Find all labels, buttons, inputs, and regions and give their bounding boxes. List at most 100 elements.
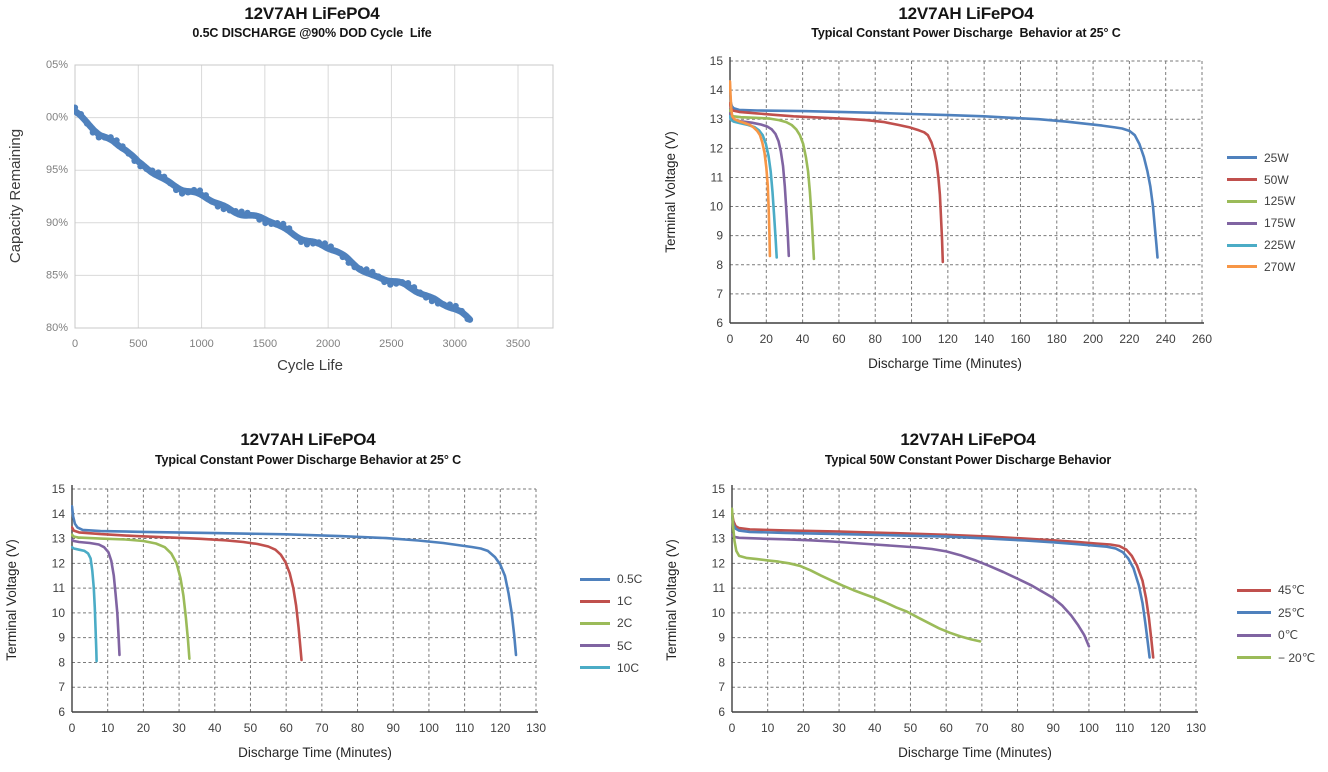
x-tick-label: 1000 xyxy=(189,338,213,350)
x-axis-title: Discharge Time (Minutes) xyxy=(238,745,392,760)
scatter-point xyxy=(411,284,418,291)
x-tick-label: 0 xyxy=(69,721,76,735)
y-tick-label: 6 xyxy=(718,705,725,719)
scatter-point xyxy=(280,220,287,227)
legend-label: 175W xyxy=(1264,216,1296,231)
chart-title: 12V7AH LiFePO4 xyxy=(244,4,380,23)
x-tick-label: 50 xyxy=(904,721,918,735)
legend: 25W 50W 125W 175W 225W 270W xyxy=(1227,147,1295,278)
x-tick-label: 60 xyxy=(939,721,953,735)
scatter-point xyxy=(446,301,453,308)
series-line-0.5C xyxy=(71,505,518,657)
y-tick-label: 15 xyxy=(52,482,66,496)
legend-swatch xyxy=(580,577,610,581)
x-tick-label: 10 xyxy=(101,721,115,735)
scatter-point xyxy=(303,241,311,248)
scatter-point xyxy=(393,280,400,287)
legend-label: 50W xyxy=(1264,172,1289,187)
legend-item: 25℃ xyxy=(1237,602,1315,625)
x-tick-label: 220 xyxy=(1119,332,1139,346)
y-tick-label: 11 xyxy=(711,170,724,184)
scatter-point xyxy=(309,240,317,247)
legend-item: 5C xyxy=(580,635,642,657)
scatter-point xyxy=(262,220,269,227)
scatter-point xyxy=(125,150,132,157)
legend-item: 125W xyxy=(1227,191,1295,213)
scatter-point xyxy=(434,300,441,307)
x-tick-label: 70 xyxy=(975,721,989,735)
scatter-point xyxy=(256,216,263,223)
legend-swatch xyxy=(1237,633,1271,637)
x-tick-label: 120 xyxy=(1150,721,1170,735)
scatter-point xyxy=(339,253,346,261)
y-tick-label: 85% xyxy=(46,269,68,281)
legend-item: 1C xyxy=(580,590,642,612)
y-tick-label: 9 xyxy=(718,631,725,645)
scatter-point xyxy=(196,187,203,194)
scatter-point xyxy=(405,280,412,287)
chart-constant-current-discharge: 12V7AH LiFePO4 Typical Constant Power Di… xyxy=(0,400,660,772)
series-line-25℃ xyxy=(731,515,1151,659)
y-tick-label: 12 xyxy=(712,556,726,570)
scatter-point xyxy=(149,167,156,174)
scatter-band xyxy=(74,107,474,323)
x-tick-label: 110 xyxy=(1115,721,1134,735)
scatter-point xyxy=(399,279,406,286)
legend-swatch xyxy=(580,644,610,648)
scatter-point xyxy=(315,239,322,246)
series-line-0℃ xyxy=(731,533,1091,648)
legend-item: 25W xyxy=(1227,147,1295,169)
legend-label: − 20℃ xyxy=(1278,650,1316,665)
series-line-25W xyxy=(729,90,1159,259)
x-tick-label: 40 xyxy=(208,721,222,735)
scatter-point xyxy=(101,134,108,141)
x-tick-label: 120 xyxy=(938,332,958,346)
legend-label: 5C xyxy=(617,638,633,653)
x-tick-label: 60 xyxy=(832,332,846,346)
legend-item: 0℃ xyxy=(1237,624,1315,647)
y-tick-label: 90% xyxy=(46,217,68,229)
scatter-point xyxy=(202,192,209,199)
scatter-point xyxy=(464,316,471,323)
scatter-point xyxy=(190,186,198,194)
legend-swatch xyxy=(580,621,610,625)
legend-item: 225W xyxy=(1227,234,1295,256)
x-tick-label: 0 xyxy=(727,332,734,346)
scatter-point xyxy=(113,137,120,144)
y-tick-label: 80% xyxy=(46,322,68,334)
scatter-point xyxy=(83,120,90,127)
x-tick-label: 130 xyxy=(1186,721,1206,735)
plot-area: 0 10 20 30 40 50 60 70 80 90 100 110 120 130 6 7 8 9 10 11 1… xyxy=(52,482,547,735)
legend-item: − 20℃ xyxy=(1237,647,1315,670)
scatter-point xyxy=(232,208,239,215)
y-tick-label: 10 xyxy=(710,200,724,214)
y-tick-label: 13 xyxy=(710,112,724,126)
legend-swatch xyxy=(1227,265,1257,269)
y-tick-label: 11 xyxy=(713,581,726,595)
scatter-point xyxy=(268,220,275,227)
scatter-point xyxy=(452,302,459,310)
legend-swatch xyxy=(580,599,610,603)
scatter-point xyxy=(298,238,305,245)
scatter-point xyxy=(173,186,180,194)
scatter-point xyxy=(387,281,394,288)
plot-area: 0 20 40 60 80 100 120 140 160 180 200 220 240 260 6 7 8 9… xyxy=(710,54,1213,346)
legend-swatch xyxy=(580,666,610,670)
y-tick-label: 8 xyxy=(58,655,65,669)
x-tick-label: 30 xyxy=(172,721,186,735)
series-line-− 20℃ xyxy=(731,507,982,643)
y-tick-label: 105% xyxy=(40,59,68,71)
scatter-point xyxy=(131,157,138,164)
scatter-point xyxy=(458,307,465,315)
y-tick-label: 95% xyxy=(46,164,68,176)
x-tick-label: 100 xyxy=(902,332,922,346)
y-tick-label: 8 xyxy=(718,655,725,669)
chart-subtitle: 0.5C DISCHARGE @90% DOD Cycle Life xyxy=(192,26,432,40)
legend-label: 2C xyxy=(617,616,633,631)
chart-subtitle: Typical Constant Power Discharge Behavio… xyxy=(811,26,1121,40)
x-tick-label: 80 xyxy=(869,332,883,346)
series-line-50W xyxy=(729,101,945,264)
scatter-point xyxy=(381,278,388,286)
series-line-225W xyxy=(729,115,778,259)
x-tick-label: 240 xyxy=(1156,332,1176,346)
